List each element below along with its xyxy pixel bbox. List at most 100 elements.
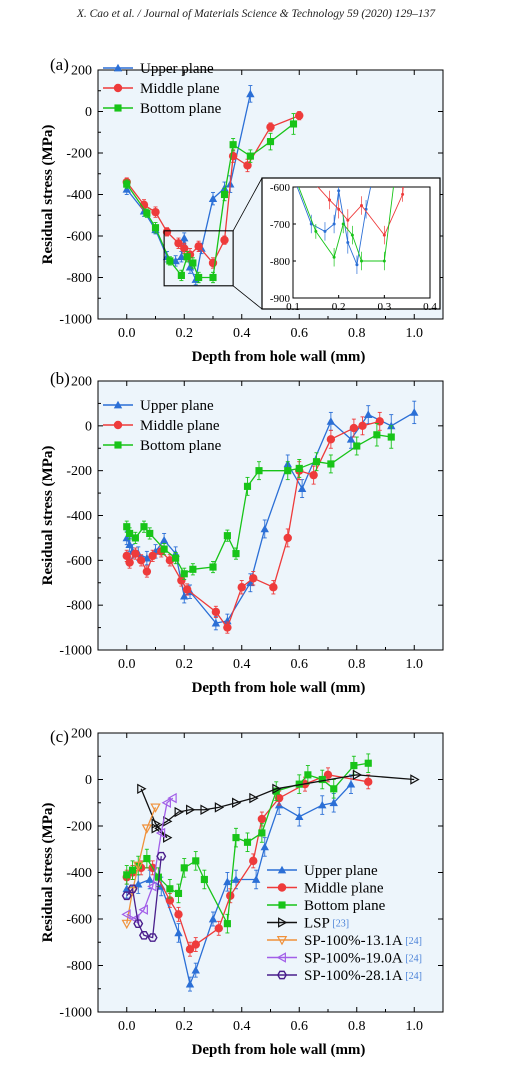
panel-c-point-upper-plane <box>231 875 241 883</box>
panel-a-label: (a) <box>50 55 69 74</box>
panel-c-point-sp-100-19-0a <box>167 792 177 804</box>
panel-b-point-middle-plane <box>358 421 367 431</box>
panel-c-point-bottom-plane <box>128 866 137 874</box>
panel-a-ytick-label: -1000 <box>59 313 92 328</box>
panel-c-legend-marker <box>278 901 286 909</box>
panel-c-series-sp-100-19-0a <box>121 792 177 925</box>
panel-b-point-bottom-plane <box>387 433 395 441</box>
panel-c-point-lsp <box>174 806 184 818</box>
panel-a-legend-marker <box>113 83 123 93</box>
panel-b-point-middle-plane <box>142 567 152 576</box>
panel-c-point-sp-100-19-0a <box>121 909 131 920</box>
panel-b-point-upper-plane <box>180 592 189 600</box>
panel-b-point-middle-plane <box>237 583 246 592</box>
panel-c-point-sp-100-19-0a <box>155 827 166 839</box>
panel-a-point-bottom-plane <box>151 224 160 232</box>
inset-connector <box>232 177 263 232</box>
panel-a-point-middle-plane <box>194 242 203 251</box>
panel-b-ytick-label: -800 <box>66 599 92 614</box>
panel-c-line-sp-100-28-1a <box>126 856 162 939</box>
panel-a-xtick-label: 0.0 <box>118 326 136 341</box>
panel-b-point-bottom-plane <box>180 570 188 578</box>
panel-c-legend-marker <box>276 936 288 946</box>
panel-a-point-bottom-plane <box>220 190 229 199</box>
panel-c-point-lsp <box>214 802 225 813</box>
panel-a-point-bottom-plane <box>143 209 151 217</box>
panel-c-ylabel: Residual stress (MPa) <box>40 803 56 943</box>
panel-c-legend-label: SP-100%-13.1A [24] <box>304 933 422 949</box>
panel-c-point-bottom-plane <box>123 871 131 879</box>
panel-c: (c) 200 0 -200 -400 -600 -800 -1000 0.0 0.2 0.4 0.6… <box>40 727 444 1058</box>
panel-a-point-middle-plane <box>162 227 172 237</box>
panel-c-point-sp-100-13-1a <box>121 919 132 930</box>
panel-b-point-middle-plane <box>283 533 292 543</box>
panel-c-point-bottom-plane <box>364 759 372 767</box>
panel-c-line-sp-100-19-0a <box>126 797 174 920</box>
inset-line-bottom-plane <box>298 187 394 262</box>
panel-a-ytick-label: 0 <box>85 105 92 120</box>
panel-b-point-bottom-plane <box>160 545 168 553</box>
panel-b-point-upper-plane <box>364 410 373 418</box>
panel-c-legend-label: SP-100%-19.0A [24] <box>304 951 422 967</box>
panel-b-point-middle-plane <box>309 470 318 480</box>
panel-c-ytick-label: -400 <box>66 866 92 881</box>
panel-c-point-bottom-plane <box>192 857 200 865</box>
inset-ytick-label: -800 <box>270 256 291 268</box>
panel-b-legend-label: Upper plane <box>140 398 214 414</box>
panel-c-legend-label: Bottom plane <box>304 898 386 914</box>
panel-a-point-middle-plane <box>151 207 160 217</box>
panel-b-point-bottom-plane <box>131 534 139 542</box>
panel-c-ytick-label: -200 <box>66 820 92 835</box>
panel-a-point-middle-plane <box>266 122 275 132</box>
panel-b-point-upper-plane <box>246 578 255 587</box>
panel-c-point-upper-plane <box>318 800 327 809</box>
panel-c-legend-label: LSP [23] <box>304 916 349 932</box>
panel-c-point-middle-plane <box>191 940 200 949</box>
panel-c-ytick-label: 200 <box>71 727 92 742</box>
panel-c-point-lsp <box>272 783 282 795</box>
panel-a-point-bottom-plane <box>289 120 298 128</box>
panel-b-xtick-label: 0.0 <box>118 657 136 672</box>
panel-c-point-upper-plane <box>191 965 200 974</box>
inset-point-upper-plane <box>337 189 341 193</box>
inset-point-bottom-plane <box>341 222 345 226</box>
panel-a-point-middle-plane <box>174 239 183 248</box>
panel-c-xtick-label: 0.0 <box>118 1019 136 1034</box>
panel-a-ytick-label: -400 <box>66 188 92 203</box>
inset-point-bottom-plane <box>415 23 418 26</box>
panel-c-point-lsp <box>249 792 259 804</box>
panel-a-point-upper-plane <box>177 252 186 261</box>
panel-c-label: (c) <box>50 727 69 746</box>
panel-b-ytick-label: 200 <box>71 375 92 390</box>
inset-point-upper-plane <box>309 222 313 226</box>
panel-b-point-bottom-plane <box>123 523 131 531</box>
panel-b-point-bottom-plane <box>209 563 217 571</box>
panel-c-point-bottom-plane <box>318 775 326 784</box>
panel-c-point-sp-100-28-1a <box>127 884 138 894</box>
panel-c-point-bottom-plane <box>232 834 240 842</box>
panel-b-xtick-label: 0.4 <box>233 657 251 672</box>
panel-a-point-upper-plane <box>246 89 255 98</box>
inset-point-upper-plane <box>323 229 327 233</box>
panel-a-legend-label: Bottom plane <box>140 101 222 117</box>
panel-c-point-bottom-plane <box>304 771 312 779</box>
panel-c-point-sp-100-28-1a <box>156 851 167 861</box>
panel-c-point-sp-100-19-0a <box>138 904 148 915</box>
panel-b-point-bottom-plane <box>223 532 231 540</box>
inset-point-middle-plane <box>382 233 386 237</box>
panel-c-xtick-label: 1.0 <box>406 1019 424 1034</box>
panel-b-point-bottom-plane <box>255 467 263 475</box>
panel-a-point-bottom-plane <box>177 271 185 279</box>
panel-b-point-bottom-plane <box>140 523 148 531</box>
panel-a-ytick-label: -200 <box>66 147 92 162</box>
panel-a-xtick-label: 0.2 <box>176 326 194 341</box>
panel-a-point-bottom-plane <box>195 273 203 282</box>
panel-a-ytick-label: -800 <box>66 271 92 286</box>
panel-c-ytick-label: -1000 <box>59 1006 92 1021</box>
panel-c-point-lsp <box>186 804 196 815</box>
panel-c-legend-marker <box>276 952 286 963</box>
inset-series-middle-plane <box>317 60 441 245</box>
inset-point-middle-plane <box>438 60 441 63</box>
